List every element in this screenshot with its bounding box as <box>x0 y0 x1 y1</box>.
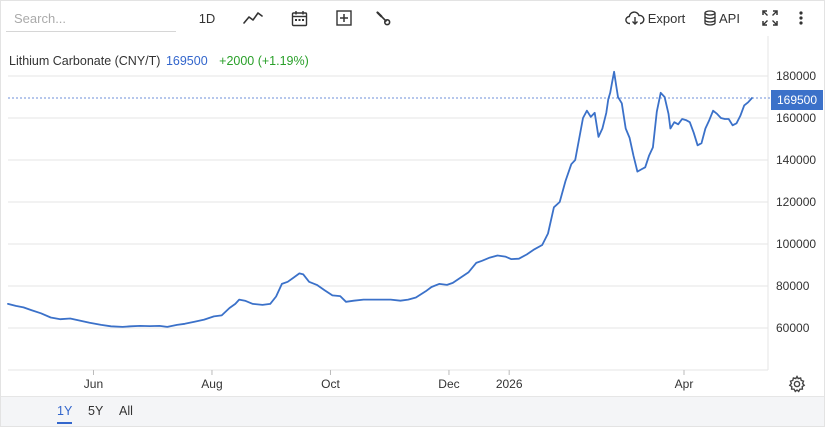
current-price-tag: 169500 <box>771 90 823 110</box>
price-chart[interactable]: 60000 80000 100000 120000 140000 160000 180000… <box>0 0 825 396</box>
x-tick-label: 2026 <box>496 377 523 391</box>
search-input[interactable] <box>6 6 176 32</box>
calendar-icon <box>291 10 307 26</box>
kebab-menu-icon <box>799 11 803 25</box>
y-axis-ticks: 60000 80000 100000 120000 140000 160000 180000 <box>776 69 816 335</box>
grid-lines <box>8 36 769 371</box>
x-tick-label: Jun <box>84 377 103 391</box>
instrument-header: Lithium Carbonate (CNY/T) 169500 +2000 (… <box>9 54 309 68</box>
toolbar: 1D Exp <box>0 0 825 36</box>
y-tick-label: 60000 <box>776 321 810 335</box>
more-options-button[interactable] <box>795 6 807 30</box>
export-label: Export <box>647 10 686 26</box>
price-series-line <box>7 70 753 328</box>
series-line-group <box>7 70 753 328</box>
range-1y-button[interactable]: 1Y <box>57 404 73 424</box>
gear-icon[interactable] <box>788 375 806 393</box>
x-tick-label: Oct <box>321 377 340 391</box>
instrument-change: +2000 (+1.19%) <box>219 54 309 68</box>
y-tick-label: 100000 <box>776 237 816 251</box>
interval-button[interactable]: 1D <box>196 6 218 30</box>
wrench-icon <box>376 11 391 26</box>
x-tick-label: Apr <box>675 377 694 391</box>
x-tick-label: Aug <box>201 377 222 391</box>
line-chart-icon <box>243 12 263 24</box>
database-icon <box>704 10 716 26</box>
y-tick-label: 80000 <box>776 279 810 293</box>
fullscreen-button[interactable] <box>761 6 779 30</box>
range-5y-button[interactable]: 5Y <box>88 404 104 418</box>
date-range-button[interactable] <box>289 6 309 30</box>
settings-tools-button[interactable] <box>374 6 392 30</box>
export-button[interactable]: Export <box>624 6 686 30</box>
y-tick-label: 160000 <box>776 111 816 125</box>
api-label: API <box>719 10 740 26</box>
expand-icon <box>762 10 778 26</box>
y-tick-label: 140000 <box>776 153 816 167</box>
instrument-price: 169500 <box>165 54 208 68</box>
range-selector: 1Y 5Y All <box>1 396 824 426</box>
plus-square-icon <box>336 10 352 26</box>
interval-label: 1D <box>198 10 216 26</box>
x-axis-ticks: Jun Aug Oct Dec 2026 Apr <box>84 370 694 391</box>
api-button[interactable]: API <box>702 6 742 30</box>
compare-button[interactable] <box>335 6 353 30</box>
x-tick-label: Dec <box>438 377 459 391</box>
y-tick-label: 180000 <box>776 69 816 83</box>
instrument-name: Lithium Carbonate (CNY/T) <box>9 54 161 68</box>
cloud-download-icon <box>624 11 645 25</box>
y-tick-label: 120000 <box>776 195 816 209</box>
chart-type-button[interactable] <box>242 6 264 30</box>
range-all-button[interactable]: All <box>119 404 133 418</box>
